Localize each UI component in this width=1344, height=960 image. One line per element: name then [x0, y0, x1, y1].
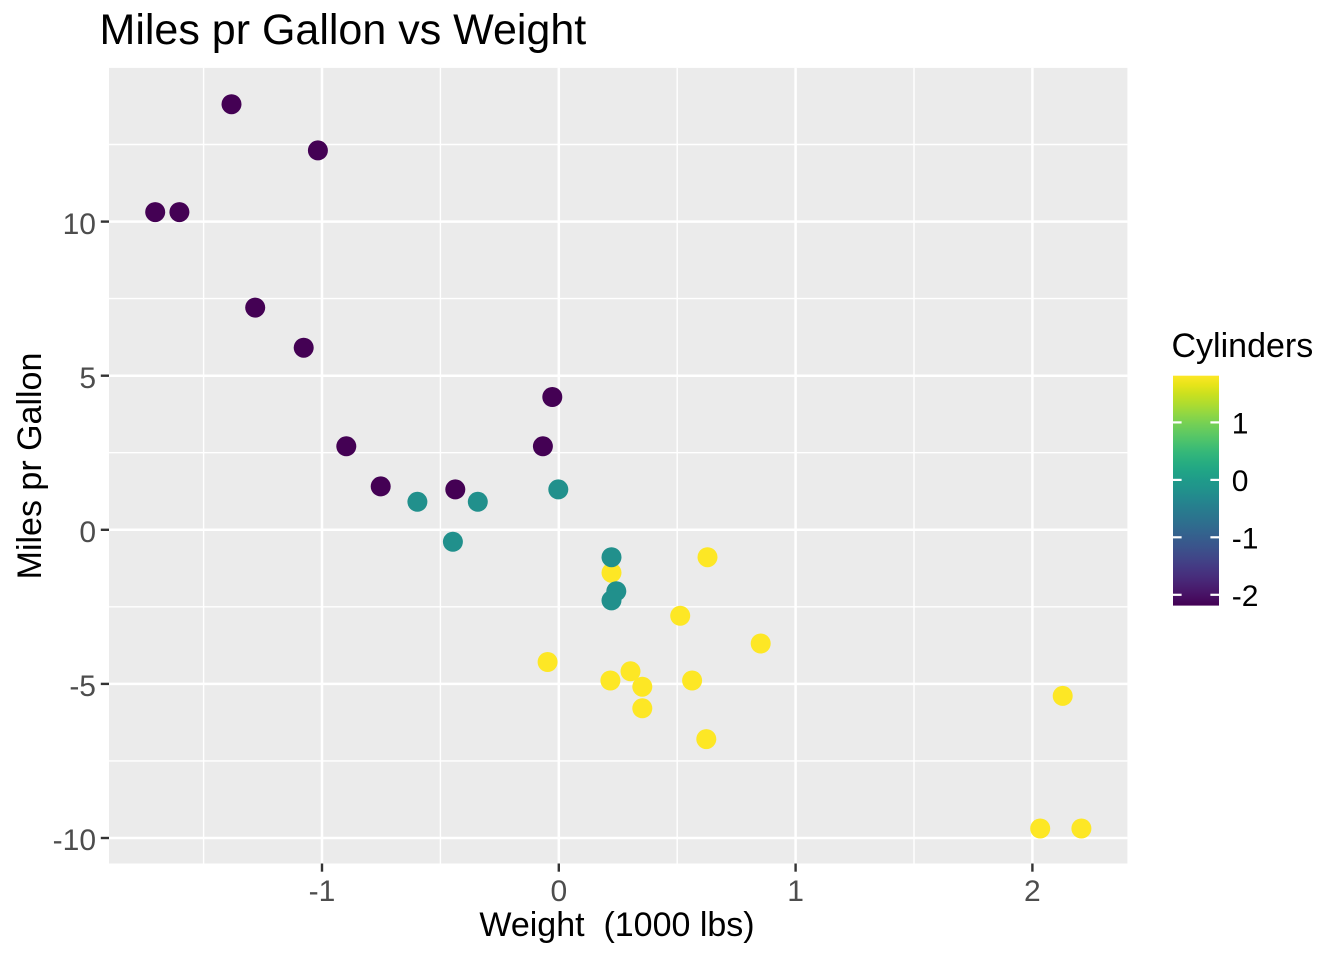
svg-text:10: 10 [63, 208, 96, 241]
svg-text:-10: -10 [53, 824, 96, 857]
svg-text:Cylinders: Cylinders [1172, 327, 1314, 365]
svg-text:2: 2 [1024, 875, 1041, 908]
svg-text:1: 1 [787, 875, 804, 908]
svg-text:-2: -2 [1232, 580, 1259, 613]
svg-text:1: 1 [1232, 407, 1249, 440]
svg-text:-1: -1 [1232, 522, 1259, 555]
svg-text:5: 5 [79, 362, 96, 395]
svg-text:0: 0 [1232, 465, 1249, 498]
svg-text:Miles pr Gallon vs Weight: Miles pr Gallon vs Weight [100, 6, 587, 54]
svg-text:Miles pr Gallon: Miles pr Gallon [11, 353, 49, 580]
svg-text:0: 0 [79, 516, 96, 549]
svg-text:-5: -5 [69, 670, 96, 703]
svg-text:Weight (1000 lbs): Weight (1000 lbs) [479, 906, 754, 944]
svg-text:0: 0 [550, 875, 567, 908]
svg-text:-1: -1 [309, 875, 336, 908]
